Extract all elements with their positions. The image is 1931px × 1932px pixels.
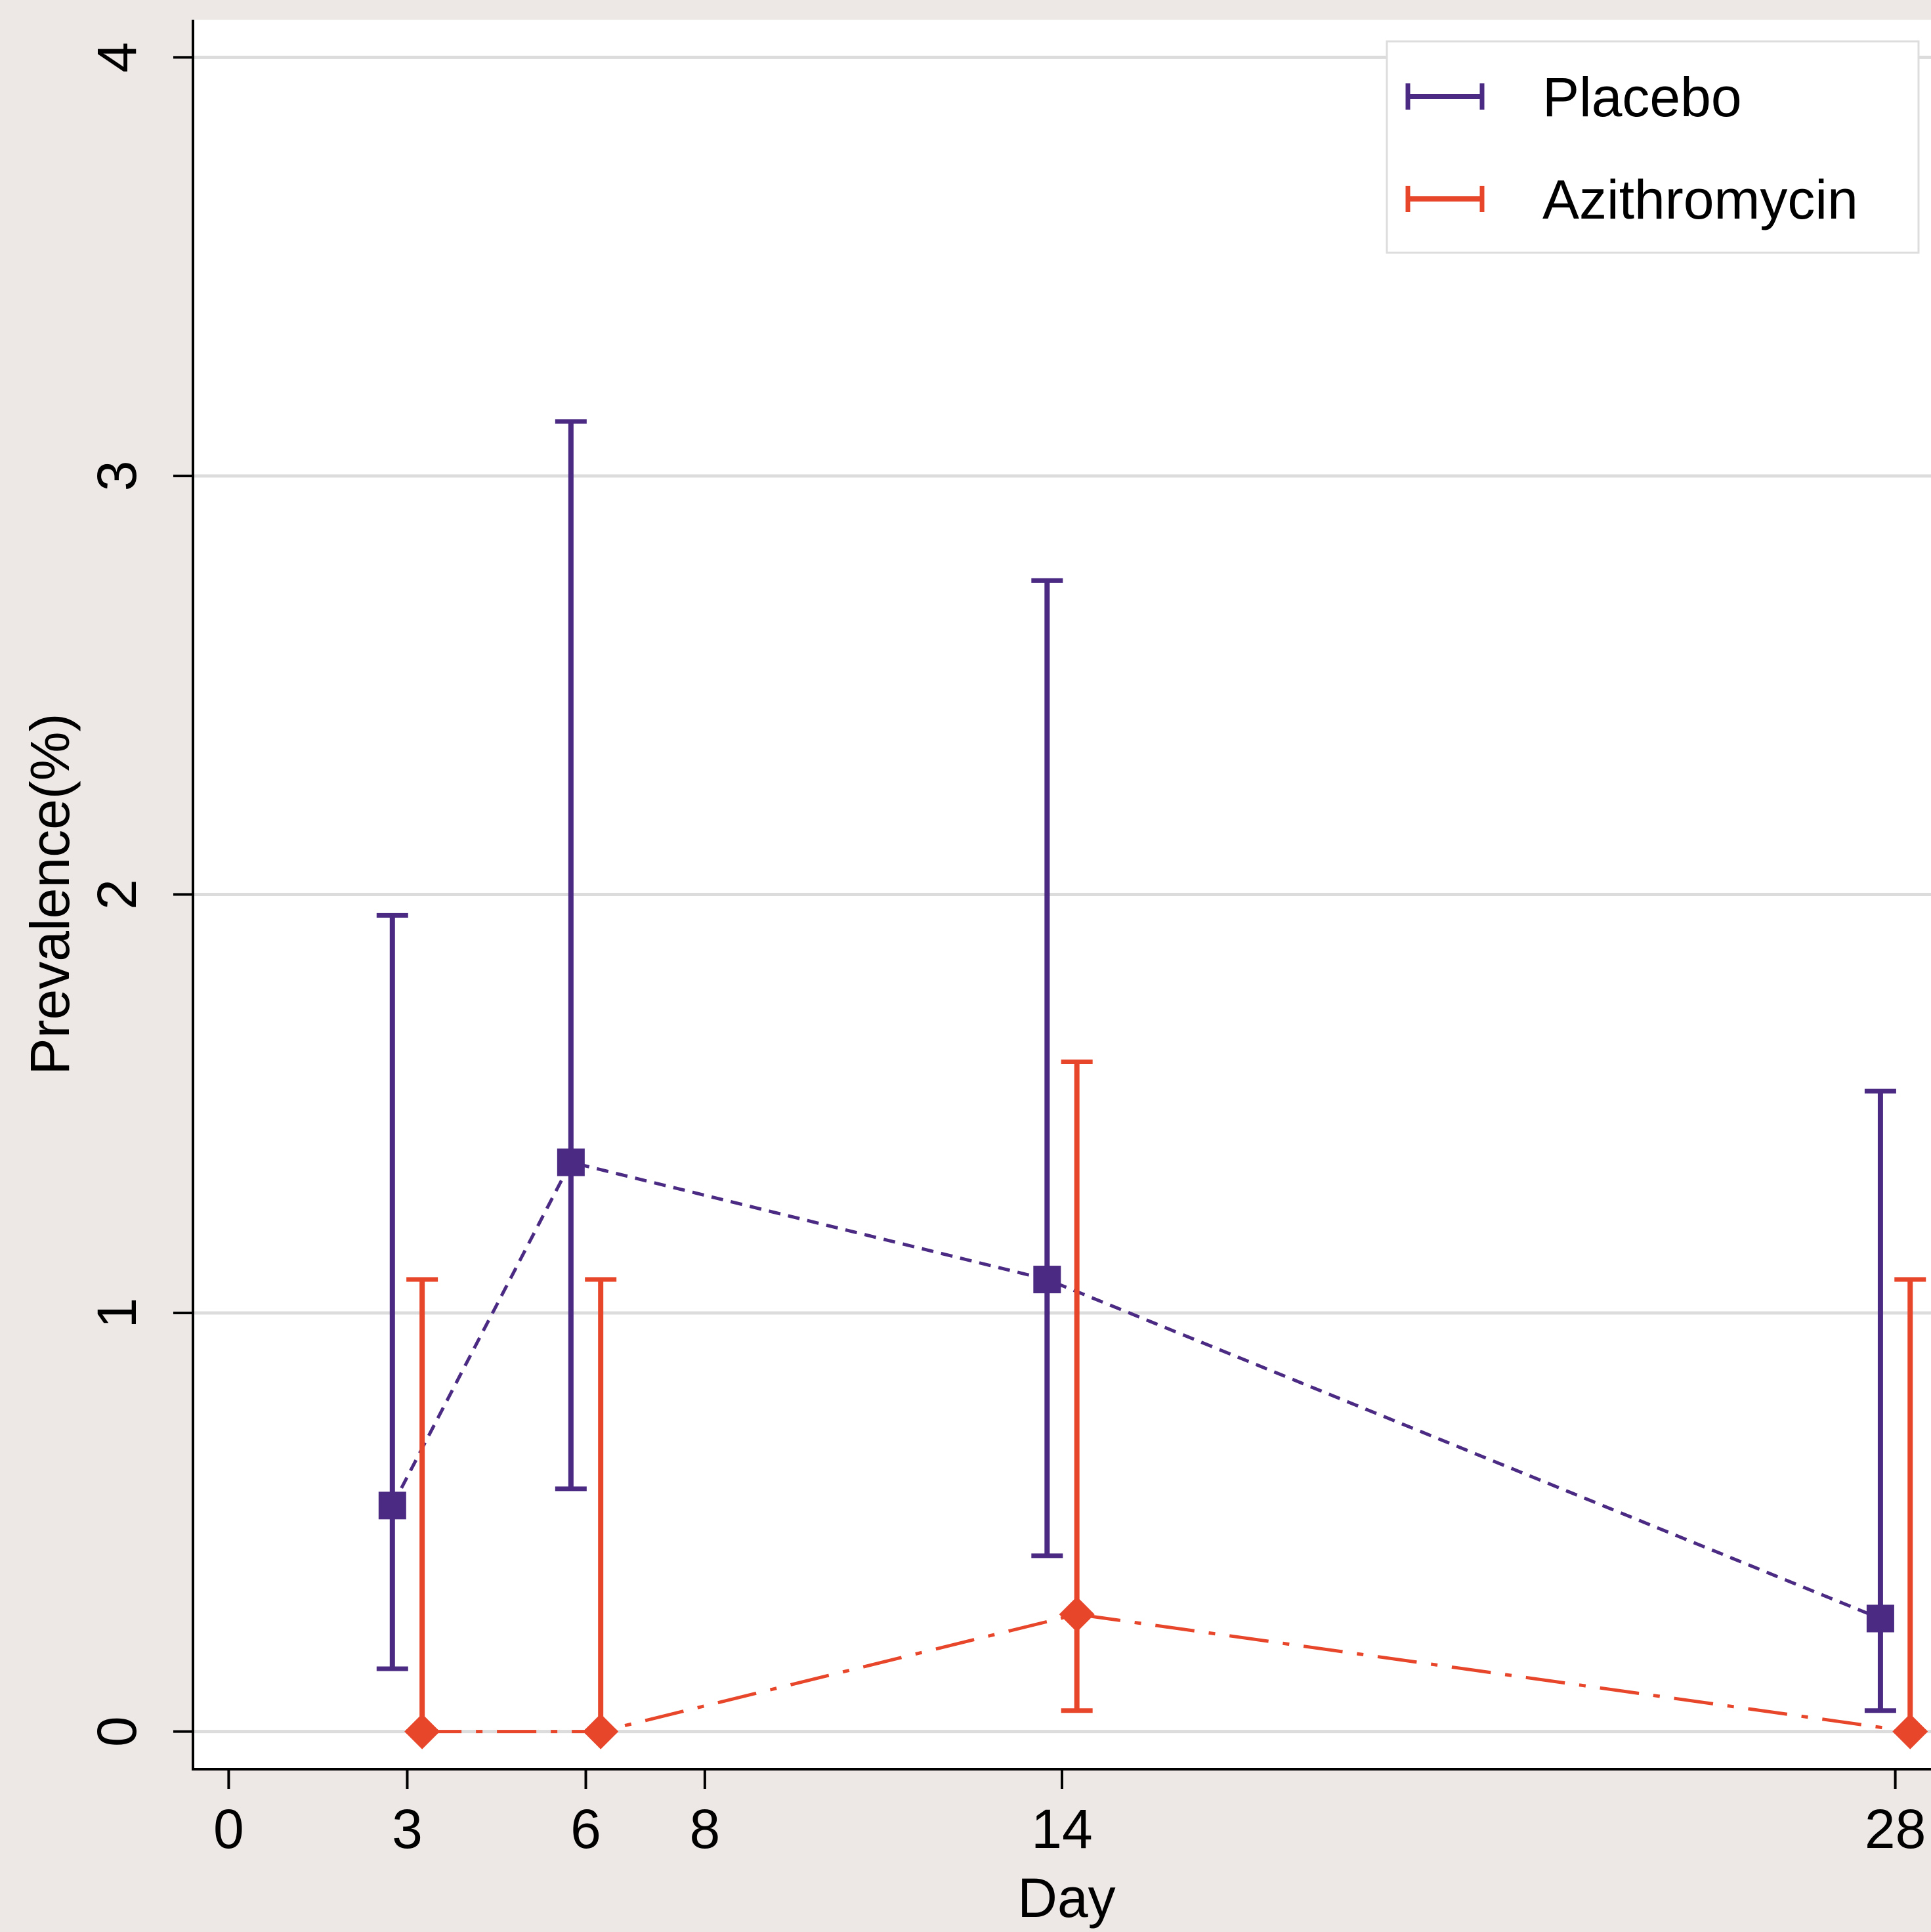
x-tick-label-3: 8 [690,1798,721,1860]
y-axis-title: Prevalence(%) [19,714,81,1075]
data-point-0-2 [1033,1266,1061,1294]
y-tick-label-1: 1 [86,1298,148,1329]
series-line-1 [422,1612,1911,1734]
y-tick-label-3: 3 [86,461,148,492]
y-tick-label-0: 0 [86,1716,148,1747]
y-tick-label-2: 2 [86,879,148,910]
x-tick-label-0: 0 [213,1798,244,1860]
legend-box [1386,40,1920,254]
data-point-1-3 [1892,1713,1928,1750]
legend-item-placebo: Placebo [1405,66,1742,128]
data-point-1-1 [583,1713,619,1750]
legend-errorbar-icon-azithromycin [1405,186,1485,212]
x-tick-label-5: 28 [1865,1798,1926,1860]
series-layer [376,419,1928,1750]
legend-label-azithromycin: Azithromycin [1542,169,1858,230]
y-tick-label-4: 4 [86,42,148,73]
x-ticks: 0 3 6 8 14 28 [213,1769,1926,1860]
data-point-1-0 [404,1713,440,1750]
legend-item-azithromycin: Azithromycin [1405,169,1858,230]
grid-lines [193,55,1931,1734]
series-0 [376,419,1896,1713]
series-line-0 [391,1160,1881,1620]
data-point-0-0 [378,1492,406,1520]
legend-label-placebo: Placebo [1542,66,1742,128]
x-tick-label-4: 14 [1031,1798,1092,1860]
x-tick-label-2: 6 [570,1798,601,1860]
x-axis-title: Day [1017,1867,1115,1929]
x-tick-label-1: 3 [392,1798,423,1860]
y-ticks: 0 1 2 3 4 [86,42,193,1747]
series-1 [404,1060,1928,1750]
data-point-1-2 [1059,1597,1095,1633]
data-point-0-1 [557,1148,585,1176]
data-point-0-3 [1866,1604,1894,1633]
legend: Placebo Azithromycin [1386,40,1920,254]
legend-errorbar-icon-placebo [1405,83,1485,110]
